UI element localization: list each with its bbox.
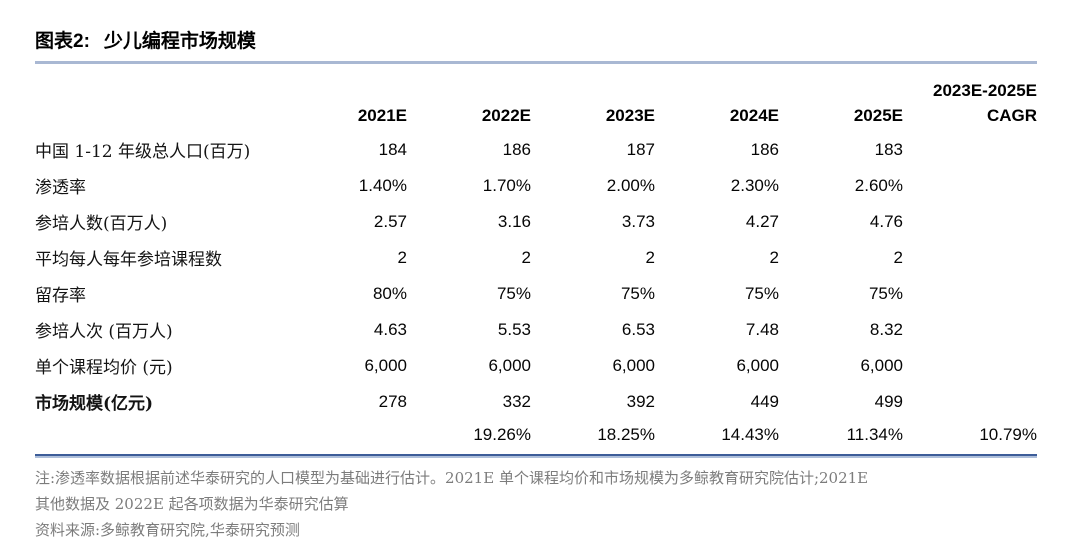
table-row-avg-course-price: 单个课程均价 (元) 6,000 6,000 6,000 6,000 6,000 <box>35 348 1037 384</box>
table-cell: 2.00% <box>606 175 655 195</box>
table-row-market-size: 市场规模(亿元) 278 332 392 449 499 <box>35 384 1037 420</box>
table-cell: 4.27 <box>745 211 779 231</box>
table-cell: 2 <box>397 247 407 267</box>
header-spacer <box>35 76 283 101</box>
table-cell: 3.16 <box>497 211 531 231</box>
table-cell: 1.40% <box>358 175 407 195</box>
table-cell: 2.57 <box>373 211 407 231</box>
column-header-2022e: 2022E <box>481 106 531 125</box>
table-cell: 5.53 <box>497 319 531 339</box>
table-cell: 449 <box>750 391 779 411</box>
table-cell: 6,000 <box>488 355 531 375</box>
table-bottom-divider <box>35 454 1037 458</box>
footnotes: 注:渗透率数据根据前述华泰研究的人口模型为基础进行估计。2021E 单个课程均价… <box>35 465 1037 543</box>
table-cell: 3.73 <box>621 211 655 231</box>
table-row-participants: 参培人数(百万人) 2.57 3.16 3.73 4.27 4.76 <box>35 204 1037 240</box>
table-cell: 392 <box>626 391 655 411</box>
figure-header: 图表2: 少儿编程市场规模 <box>35 26 1037 53</box>
table-cell: 6,000 <box>612 355 655 375</box>
table-cell: 184 <box>378 139 407 159</box>
table-cell: 75% <box>496 283 531 303</box>
table-row-courses-per-person: 平均每人每年参培课程数 2 2 2 2 2 <box>35 240 1037 276</box>
table-cell: 4.76 <box>869 211 903 231</box>
column-header-2021e: 2021E <box>357 106 407 125</box>
column-header-2024e: 2024E <box>729 106 779 125</box>
column-header-2025e: 2025E <box>853 106 903 125</box>
table-cell: 19.26% <box>473 425 531 444</box>
column-header-2023e: 2023E <box>605 106 655 125</box>
header-row-years: 2021E 2022E 2023E 2024E 2025E CAGR <box>35 101 1037 132</box>
divider-dark-line <box>35 454 1037 456</box>
row-label: 留存率 <box>35 286 86 306</box>
table-cell <box>903 312 1037 348</box>
figure-title: 少儿编程市场规模 <box>103 31 256 52</box>
row-label: 渗透率 <box>35 178 86 198</box>
table-row-population: 中国 1-12 年级总人口(百万) 184 186 187 186 183 <box>35 132 1037 168</box>
table-cell: 186 <box>502 139 531 159</box>
table-row-retention: 留存率 80% 75% 75% 75% 75% <box>35 276 1037 312</box>
note-line-2: 其他数据及 2022E 起各项数据为华泰研究估算 <box>35 495 349 513</box>
table-cell: 278 <box>378 391 407 411</box>
table-cell: 10.79% <box>979 425 1037 444</box>
table-cell: 2.60% <box>854 175 903 195</box>
table-cell: 2 <box>521 247 531 267</box>
column-header-cagr: CAGR <box>986 106 1037 125</box>
table-cell: 2 <box>769 247 779 267</box>
table-cell: 75% <box>620 283 655 303</box>
column-header-cagr-range: 2023E-2025E <box>933 81 1037 100</box>
table-cell: 332 <box>502 391 531 411</box>
table-cell: 8.32 <box>869 319 903 339</box>
table-cell: 2.30% <box>730 175 779 195</box>
table-cell: 2 <box>645 247 655 267</box>
title-divider <box>35 61 1037 64</box>
figure-label: 图表2: <box>35 31 90 52</box>
table-cell: 14.43% <box>721 425 779 444</box>
source-line: 资料来源:多鲸教育研究院,华泰研究预测 <box>35 521 300 539</box>
note-line-1: 注:渗透率数据根据前述华泰研究的人口模型为基础进行估计。2021E 单个课程均价… <box>35 469 869 487</box>
table-cell: 18.25% <box>597 425 655 444</box>
divider-light-line <box>35 456 1037 458</box>
table-cell <box>903 384 1037 420</box>
table-cell: 6,000 <box>736 355 779 375</box>
table-cell <box>903 132 1037 168</box>
table-cell: 1.70% <box>482 175 531 195</box>
table-cell: 80% <box>372 283 407 303</box>
table-cell: 6.53 <box>621 319 655 339</box>
table-cell: 2 <box>893 247 903 267</box>
table-cell: 6,000 <box>860 355 903 375</box>
market-size-table: 2023E-2025E 2021E 2022E 2023E 2024E 2025… <box>35 76 1037 451</box>
table-cell: 11.34% <box>846 425 903 444</box>
table-cell: 7.48 <box>745 319 779 339</box>
table-cell: 4.63 <box>373 319 407 339</box>
row-label: 平均每人每年参培课程数 <box>35 250 222 270</box>
table-cell: 187 <box>626 139 655 159</box>
table-row-enrollments: 参培人次 (百万人) 4.63 5.53 6.53 7.48 8.32 <box>35 312 1037 348</box>
row-label: 单个课程均价 (元) <box>35 358 173 378</box>
header-spacer <box>35 101 283 132</box>
row-label: 参培人次 (百万人) <box>35 322 173 342</box>
table-cell: 186 <box>750 139 779 159</box>
table-row-penetration: 渗透率 1.40% 1.70% 2.00% 2.30% 2.60% <box>35 168 1037 204</box>
row-label: 市场规模(亿元) <box>35 394 154 414</box>
table-row-growth-rate: 19.26% 18.25% 14.43% 11.34% 10.79% <box>35 420 1037 451</box>
table-cell: 75% <box>868 283 903 303</box>
table-cell: 499 <box>874 391 903 411</box>
table-cell <box>903 276 1037 312</box>
table-cell <box>903 240 1037 276</box>
table-cell: 6,000 <box>364 355 407 375</box>
table-cell <box>283 420 407 451</box>
table-cell <box>903 204 1037 240</box>
row-label: 中国 1-12 年级总人口(百万) <box>35 142 251 162</box>
table-cell <box>903 348 1037 384</box>
row-label: 参培人数(百万人) <box>35 214 168 234</box>
table-cell: 75% <box>744 283 779 303</box>
header-row-top: 2023E-2025E <box>35 76 1037 101</box>
table-cell: 183 <box>874 139 903 159</box>
row-label <box>35 420 283 451</box>
table-cell <box>903 168 1037 204</box>
